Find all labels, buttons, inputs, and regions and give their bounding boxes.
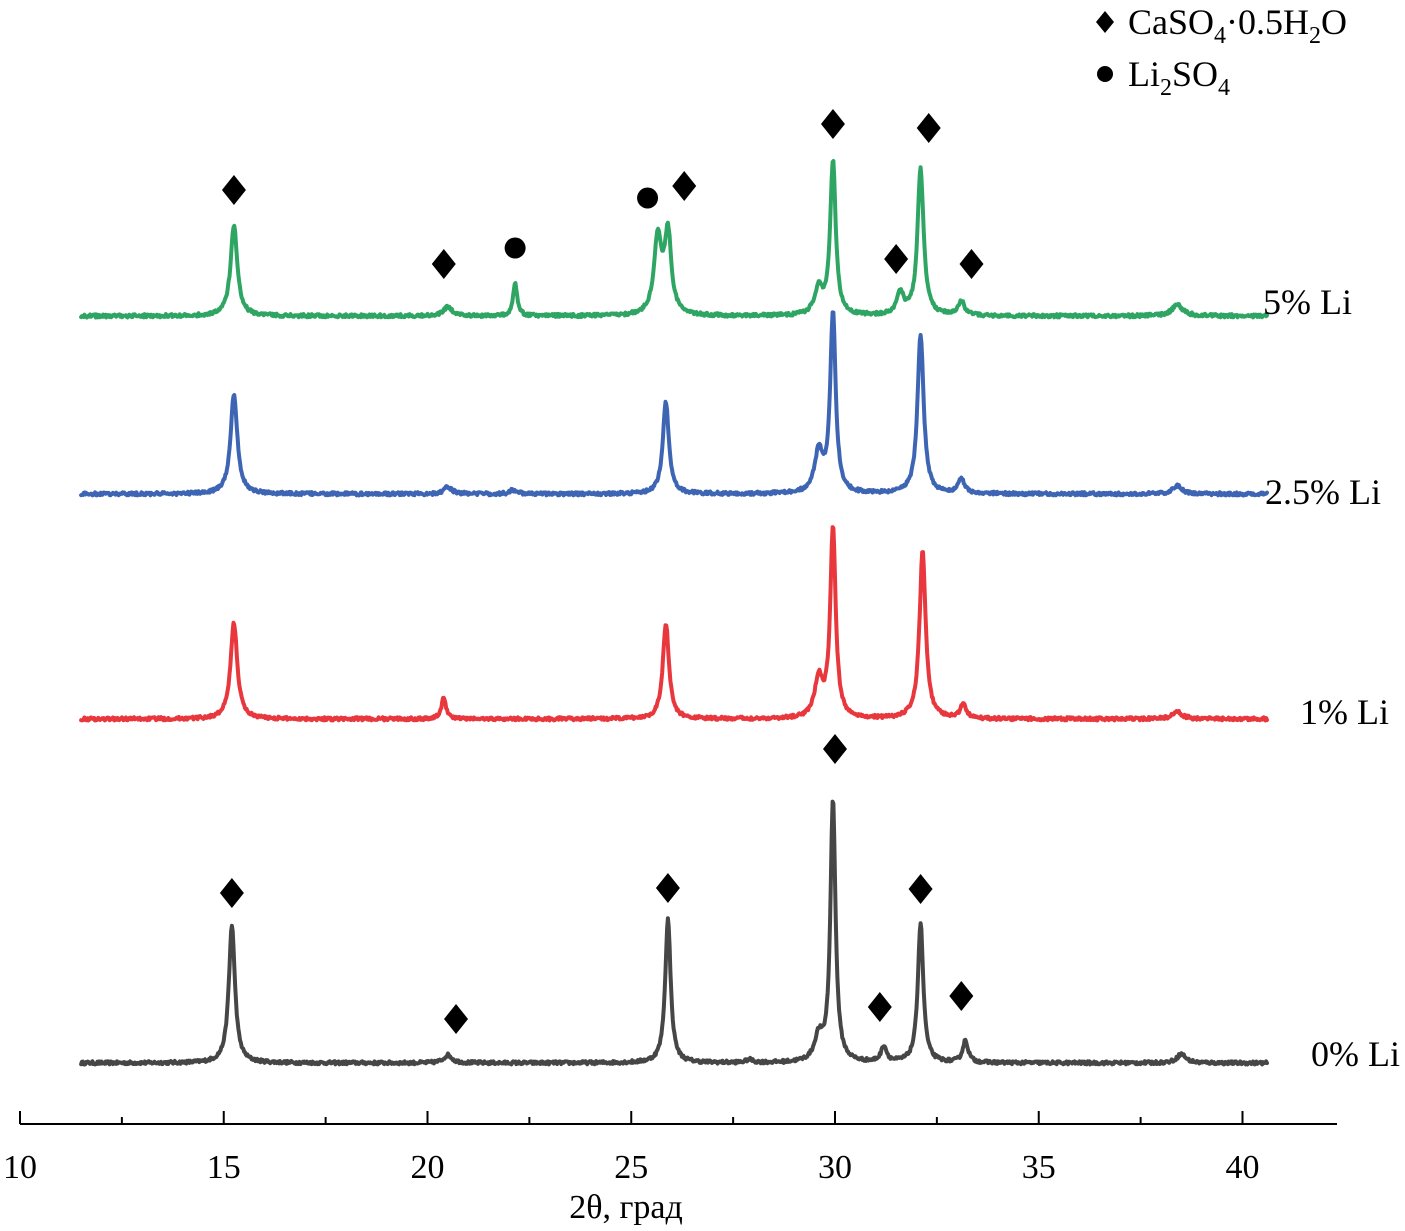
peak-markers — [219, 109, 984, 1034]
diamond-marker — [219, 878, 244, 908]
series-label: 5% Li — [1263, 282, 1352, 322]
legend-entry: Li2SO4 — [1128, 54, 1230, 101]
series-label: 0% Li — [1311, 1034, 1400, 1074]
x-tick-label: 35 — [1022, 1149, 1056, 1186]
legend: CaSO4·0.5H2O Li2SO4 — [1096, 2, 1347, 101]
x-axis: 10 15 20 25 30 35 40 — [3, 1111, 1337, 1186]
series-traces — [79, 159, 1269, 1067]
x-tick-label: 15 — [207, 1149, 241, 1186]
series-line-2-5-li — [79, 310, 1269, 498]
diamond-marker — [431, 249, 456, 279]
series-label: 2.5% Li — [1265, 472, 1381, 512]
x-tick-label: 40 — [1226, 1149, 1260, 1186]
circle-marker — [504, 237, 526, 259]
legend-circle-icon — [1097, 66, 1113, 82]
diamond-marker — [672, 171, 697, 201]
legend-diamond-icon — [1096, 11, 1114, 33]
x-tick-label: 10 — [3, 1149, 37, 1186]
diamond-marker — [959, 249, 984, 279]
diamond-marker — [820, 109, 845, 139]
diamond-marker — [221, 175, 246, 205]
diamond-marker — [823, 734, 847, 764]
legend-entry: CaSO4·0.5H2O — [1128, 2, 1347, 49]
circle-marker — [637, 187, 659, 209]
diamond-marker — [867, 992, 892, 1022]
x-tick-label: 30 — [818, 1149, 852, 1186]
diamond-marker — [949, 981, 974, 1011]
diamond-marker — [916, 113, 941, 143]
diamond-marker — [444, 1004, 469, 1034]
diamond-marker — [655, 873, 680, 903]
diamond-marker — [884, 244, 909, 274]
x-tick-label: 25 — [614, 1149, 648, 1186]
series-line-5-li — [79, 159, 1269, 320]
diamond-marker — [908, 874, 933, 904]
series-line-1-li — [79, 525, 1269, 723]
series-labels: 0% Li 1% Li 2.5% Li 5% Li — [1263, 282, 1400, 1074]
x-tick-label: 20 — [411, 1149, 445, 1186]
series-label: 1% Li — [1300, 692, 1389, 732]
series-line-0-li — [79, 799, 1269, 1067]
x-axis-label: 2θ, град — [569, 1189, 683, 1226]
